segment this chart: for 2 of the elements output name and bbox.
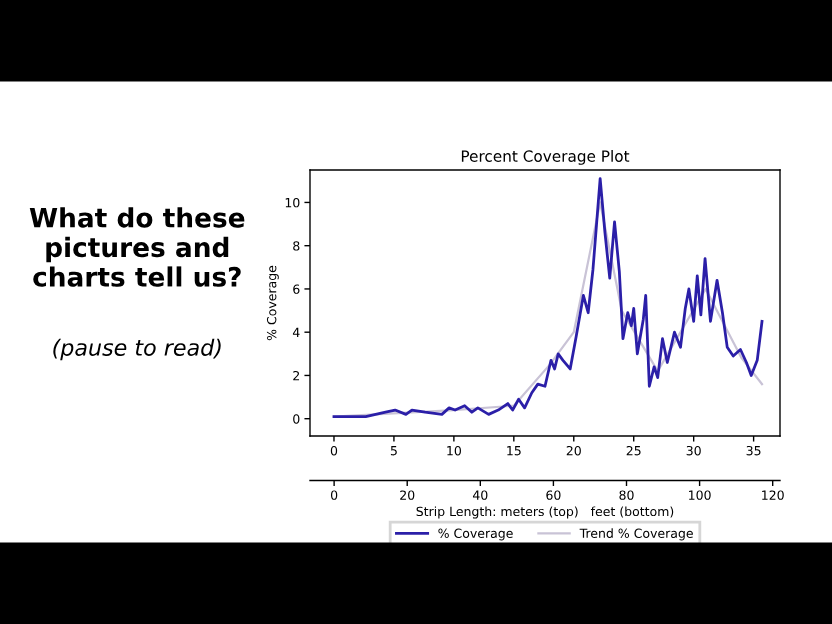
text: What do these pictures and charts tell us? (29, 207, 245, 287)
text: (pause to read) (53, 338, 221, 361)
